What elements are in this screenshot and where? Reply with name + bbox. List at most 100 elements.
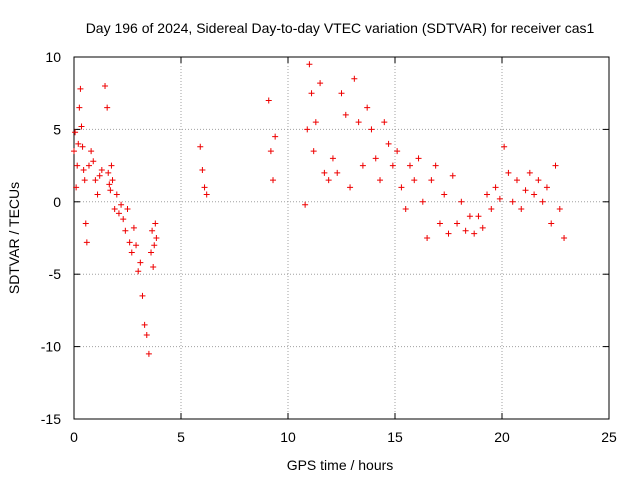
data-point [424, 235, 431, 241]
data-points [71, 61, 568, 357]
data-point [80, 166, 87, 173]
data-point [359, 162, 366, 169]
x-tick-label: 25 [601, 429, 617, 445]
data-point [518, 206, 525, 213]
data-point [124, 206, 131, 213]
data-point [368, 126, 375, 133]
data-point [81, 177, 88, 184]
data-point [197, 143, 204, 150]
y-tick-label: 5 [53, 121, 61, 137]
data-point [108, 162, 115, 169]
axis-ticks: 0 5 10 15 20 25 -15 -10 -5 0 5 10 [41, 49, 617, 445]
x-tick-label: 10 [280, 429, 296, 445]
data-point [522, 187, 529, 194]
data-point [88, 148, 95, 155]
data-point [141, 321, 148, 328]
data-point [96, 172, 103, 179]
data-point [82, 220, 89, 227]
data-point [432, 162, 439, 169]
data-point [449, 172, 456, 179]
data-point [329, 155, 336, 162]
data-point [381, 119, 388, 126]
data-point [109, 177, 116, 184]
data-point [145, 350, 152, 357]
data-point [107, 187, 114, 194]
data-point [265, 97, 272, 104]
data-point [415, 155, 422, 162]
data-point [94, 191, 101, 198]
x-tick-label: 0 [70, 429, 78, 445]
data-point [475, 213, 482, 220]
data-point [73, 184, 80, 191]
data-point [552, 162, 559, 169]
data-point [137, 259, 144, 266]
data-point [111, 206, 118, 213]
data-point [406, 162, 413, 169]
data-point [338, 90, 345, 97]
data-point [492, 184, 499, 191]
data-point [458, 198, 465, 205]
data-point [513, 177, 520, 184]
data-point [122, 227, 129, 234]
x-tick-label: 20 [494, 429, 510, 445]
data-point [539, 198, 546, 205]
data-point [501, 143, 508, 150]
data-point [78, 123, 85, 130]
data-point [543, 184, 550, 191]
data-point [98, 166, 105, 173]
data-point [428, 177, 435, 184]
data-point [267, 148, 274, 155]
data-point [325, 177, 332, 184]
data-point [347, 184, 354, 191]
data-point [334, 169, 341, 176]
data-point [419, 198, 426, 205]
data-point [471, 230, 478, 237]
data-point [148, 249, 155, 256]
data-point [139, 292, 146, 299]
data-point [74, 162, 81, 169]
data-point [203, 191, 210, 198]
x-tick-label: 15 [387, 429, 403, 445]
data-point [548, 220, 555, 227]
data-point [201, 184, 208, 191]
data-point [436, 220, 443, 227]
data-point [128, 249, 135, 256]
data-point [308, 90, 315, 97]
data-point [306, 61, 313, 68]
data-point [531, 191, 538, 198]
data-point [317, 80, 324, 87]
data-point [355, 119, 362, 126]
data-point [411, 177, 418, 184]
data-point [342, 111, 349, 118]
data-point [302, 201, 309, 208]
data-point [312, 119, 319, 126]
data-point [135, 268, 142, 275]
y-tick-label: -10 [41, 339, 61, 355]
data-point [133, 242, 140, 249]
chart-title: Day 196 of 2024, Sidereal Day-to-day VTE… [86, 20, 595, 36]
data-point [120, 216, 127, 223]
data-point [106, 181, 113, 188]
data-point [394, 148, 401, 155]
data-point [113, 191, 120, 198]
data-point [71, 148, 77, 155]
y-tick-label: -5 [49, 266, 62, 282]
data-point [445, 230, 452, 237]
data-point [509, 198, 516, 205]
data-point [561, 235, 568, 241]
data-point [151, 242, 158, 249]
data-point [75, 140, 82, 147]
data-point [270, 177, 277, 184]
data-point [466, 213, 473, 220]
data-point [556, 206, 563, 213]
data-point [143, 332, 150, 339]
data-point [272, 133, 279, 140]
data-point [462, 227, 469, 234]
data-point [199, 166, 206, 173]
data-point [149, 227, 156, 234]
data-point [118, 201, 125, 208]
data-point [85, 162, 92, 169]
data-point [377, 177, 384, 184]
data-point [321, 169, 328, 176]
